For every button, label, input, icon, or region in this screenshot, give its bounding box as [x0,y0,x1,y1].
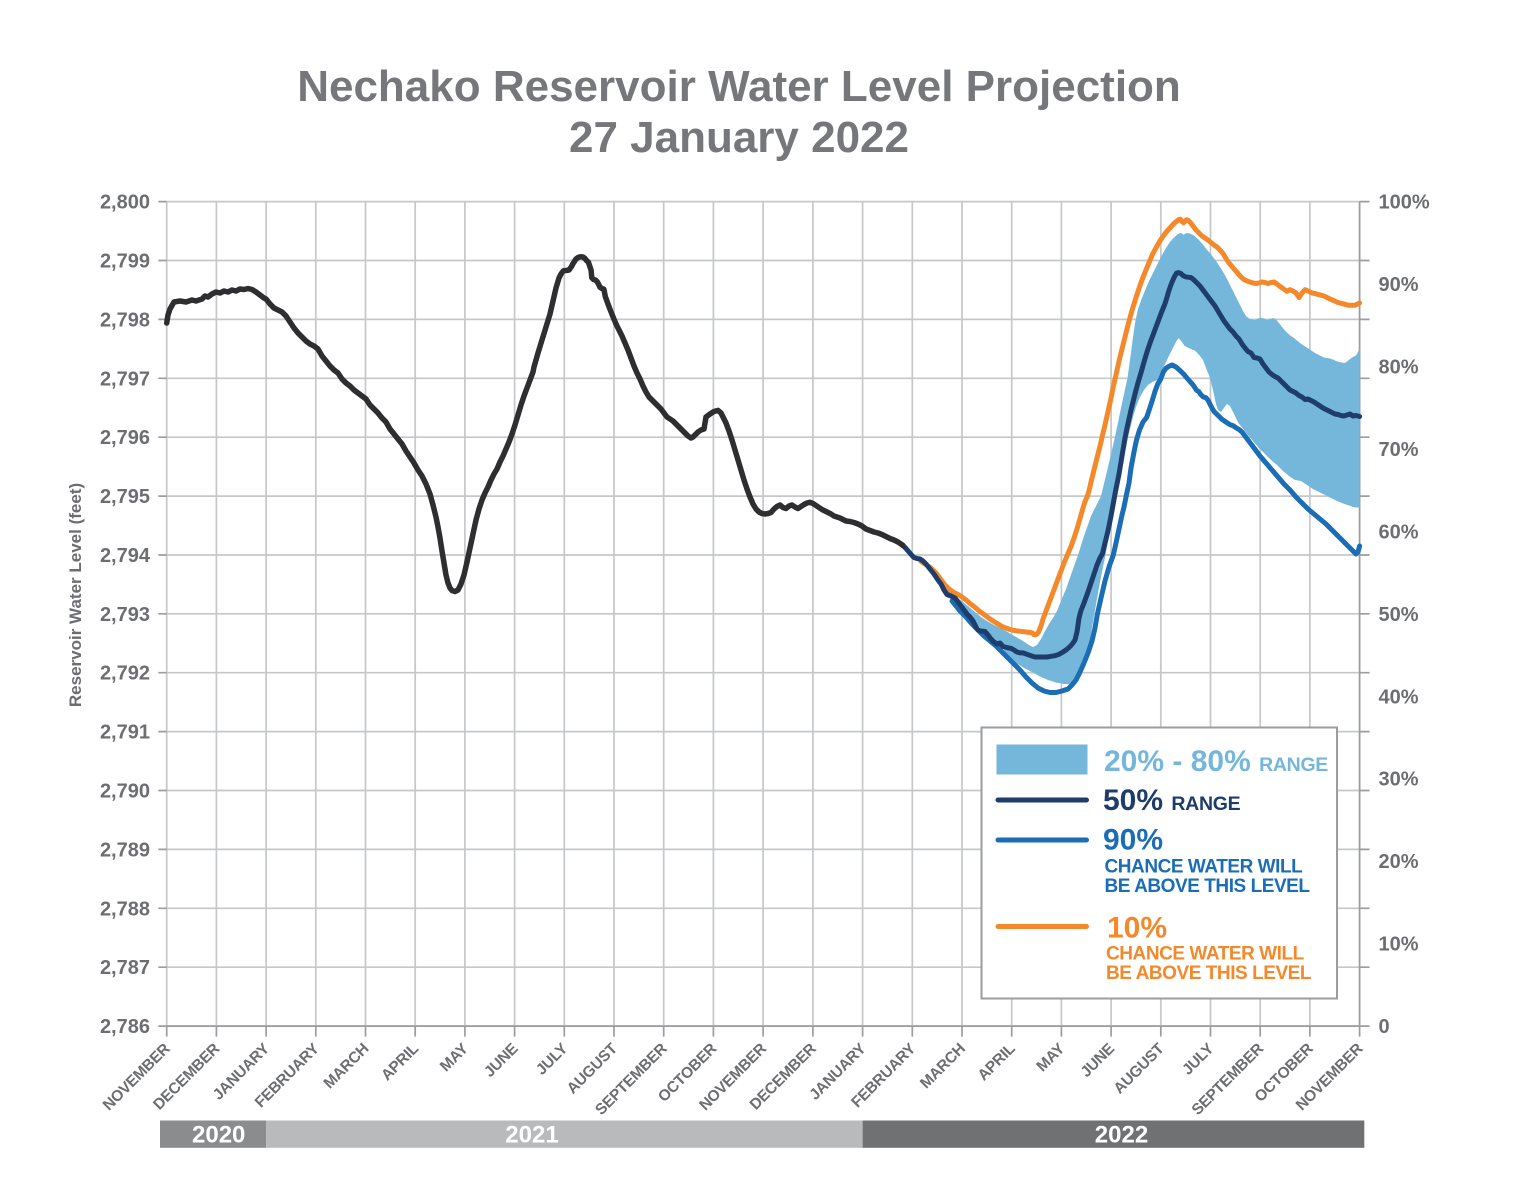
svg-text:2,788: 2,788 [100,898,150,920]
svg-text:2,787: 2,787 [100,957,150,979]
svg-text:BE ABOVE THIS LEVEL: BE ABOVE THIS LEVEL [1105,876,1311,897]
svg-text:2,789: 2,789 [100,839,150,861]
svg-text:2,794: 2,794 [100,545,151,567]
svg-text:10%: 10% [1107,912,1167,945]
svg-text:70%: 70% [1379,439,1419,461]
svg-text:BE ABOVE THIS LEVEL: BE ABOVE THIS LEVEL [1106,963,1312,984]
svg-text:90%: 90% [1103,824,1163,857]
svg-text:30%: 30% [1379,769,1419,791]
svg-text:2,799: 2,799 [100,251,150,273]
svg-text:2,795: 2,795 [100,486,150,508]
svg-text:0: 0 [1379,1016,1390,1038]
svg-text:100%: 100% [1379,192,1430,214]
svg-text:2022: 2022 [1095,1122,1148,1149]
svg-text:60%: 60% [1379,521,1419,543]
svg-text:Reservoir Water Level (feet): Reservoir Water Level (feet) [66,483,85,707]
svg-text:2,792: 2,792 [100,663,150,685]
svg-text:2,797: 2,797 [100,368,150,390]
svg-text:2,786: 2,786 [100,1016,150,1038]
svg-text:80%: 80% [1379,357,1419,379]
svg-text:2,793: 2,793 [100,604,150,626]
svg-text:20%: 20% [1379,851,1419,873]
svg-text:2020: 2020 [192,1122,245,1149]
svg-text:90%: 90% [1379,274,1419,296]
svg-text:2,790: 2,790 [100,781,150,803]
svg-text:2021: 2021 [505,1122,558,1149]
svg-text:CHANCE WATER WILL: CHANCE WATER WILL [1105,857,1304,878]
svg-text:2,800: 2,800 [100,192,150,214]
svg-text:27 January 2022: 27 January 2022 [569,113,909,162]
svg-text:CHANCE WATER WILL: CHANCE WATER WILL [1106,944,1305,965]
svg-text:2,798: 2,798 [100,309,150,331]
svg-text:Nechako Reservoir Water Level: Nechako Reservoir Water Level Projection [297,62,1181,111]
svg-text:10%: 10% [1379,934,1419,956]
svg-text:2,796: 2,796 [100,427,150,449]
svg-text:50%: 50% [1379,604,1419,626]
svg-text:40%: 40% [1379,686,1419,708]
svg-text:2,791: 2,791 [100,722,150,744]
